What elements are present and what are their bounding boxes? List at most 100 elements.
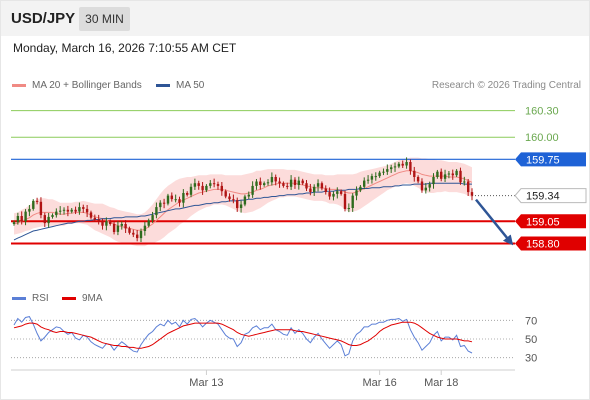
legend-rsi: RSI bbox=[12, 293, 49, 304]
time-label-mar-16: Mar 16 bbox=[363, 377, 397, 389]
candle bbox=[232, 199, 235, 201]
candle bbox=[397, 163, 401, 167]
candle bbox=[182, 193, 185, 203]
candle bbox=[320, 183, 324, 189]
candle bbox=[420, 181, 424, 191]
timestamp: Monday, March 16, 2026 7:10:55 AM CET bbox=[13, 41, 237, 55]
candle bbox=[101, 221, 104, 226]
time-axis: Mar 13 Mar 16 Mar 18 bbox=[11, 369, 515, 389]
candle bbox=[212, 183, 216, 185]
candle bbox=[324, 188, 327, 192]
candle bbox=[393, 166, 397, 168]
ma50-line bbox=[13, 182, 472, 241]
candle bbox=[382, 171, 385, 173]
candle bbox=[343, 193, 347, 209]
time-label-mar-18: Mar 18 bbox=[424, 377, 458, 389]
candle bbox=[289, 179, 293, 187]
candle bbox=[282, 183, 285, 186]
candle bbox=[220, 185, 223, 192]
title-bar: USD/JPY 30 MIN bbox=[0, 0, 590, 36]
candle bbox=[347, 208, 350, 209]
rsi-series-rsi bbox=[13, 316, 473, 357]
ma20-legend-label: MA 20 + Bollinger Bands bbox=[32, 80, 142, 91]
price-panel: 160.30 160.00 159.75 159.34 159.05 158.80 bbox=[11, 106, 587, 251]
candle bbox=[89, 212, 93, 218]
candle bbox=[174, 199, 177, 201]
candle bbox=[20, 216, 23, 222]
rsi-legend-label: RSI bbox=[32, 293, 49, 304]
level-label-158.80: 158.80 bbox=[526, 238, 560, 250]
candle bbox=[139, 231, 143, 239]
candle bbox=[120, 224, 123, 226]
candle bbox=[162, 202, 166, 204]
candle bbox=[12, 222, 16, 224]
level-label-159.34: 159.34 bbox=[526, 191, 560, 203]
candle bbox=[62, 209, 66, 211]
candle bbox=[424, 187, 427, 191]
candle bbox=[39, 201, 43, 216]
ma20-swatch bbox=[12, 84, 26, 87]
legend-ma50: MA 50 bbox=[156, 80, 204, 91]
candle bbox=[436, 171, 439, 177]
candle bbox=[405, 162, 408, 166]
candle bbox=[209, 183, 212, 186]
candle bbox=[378, 172, 381, 177]
candle bbox=[155, 207, 158, 216]
candle bbox=[132, 232, 135, 235]
candle bbox=[363, 180, 366, 187]
legend-9ma: 9MA bbox=[62, 293, 103, 304]
candle bbox=[286, 185, 289, 187]
candle bbox=[339, 191, 343, 194]
candle bbox=[255, 181, 258, 186]
candle bbox=[136, 234, 139, 239]
candle bbox=[459, 170, 462, 183]
candle bbox=[247, 194, 250, 197]
candle bbox=[35, 200, 39, 202]
level-label-159.05: 159.05 bbox=[526, 216, 560, 228]
candle bbox=[413, 170, 416, 177]
interval-button[interactable]: 30 MIN bbox=[79, 7, 130, 31]
candle bbox=[278, 181, 281, 184]
candle bbox=[147, 220, 150, 226]
candle bbox=[186, 193, 189, 195]
candle bbox=[443, 174, 447, 179]
candle bbox=[166, 195, 170, 204]
ma9-swatch bbox=[62, 297, 76, 300]
candle bbox=[193, 183, 197, 187]
level-tag-159.34 bbox=[514, 188, 587, 204]
candle bbox=[401, 163, 404, 166]
level-label-160.30: 160.30 bbox=[525, 106, 559, 118]
candle bbox=[43, 215, 46, 224]
candle bbox=[128, 228, 131, 233]
candle bbox=[32, 200, 35, 209]
level-tag-158.80 bbox=[515, 236, 586, 251]
candle bbox=[197, 183, 200, 186]
candle bbox=[390, 167, 393, 170]
candle bbox=[270, 177, 274, 183]
candle bbox=[432, 177, 435, 185]
candle bbox=[78, 207, 81, 212]
candle bbox=[216, 184, 220, 186]
ma50-legend-label: MA 50 bbox=[176, 80, 205, 91]
candle bbox=[151, 215, 154, 221]
candle bbox=[55, 211, 58, 216]
candle bbox=[70, 209, 73, 212]
candle bbox=[309, 188, 312, 192]
candle bbox=[293, 179, 297, 185]
level-tag-159.75 bbox=[515, 152, 586, 167]
candle bbox=[263, 183, 266, 185]
candle bbox=[189, 186, 193, 195]
candle bbox=[74, 209, 77, 212]
candle bbox=[463, 181, 466, 183]
candle bbox=[440, 171, 443, 179]
candle bbox=[51, 215, 54, 217]
forecast-arrow bbox=[475, 198, 514, 246]
candle bbox=[274, 177, 277, 182]
candle bbox=[386, 169, 389, 172]
candle bbox=[305, 183, 308, 189]
candle bbox=[97, 219, 100, 222]
candle bbox=[112, 224, 116, 232]
ma50-swatch bbox=[156, 84, 170, 87]
candle bbox=[66, 209, 70, 212]
